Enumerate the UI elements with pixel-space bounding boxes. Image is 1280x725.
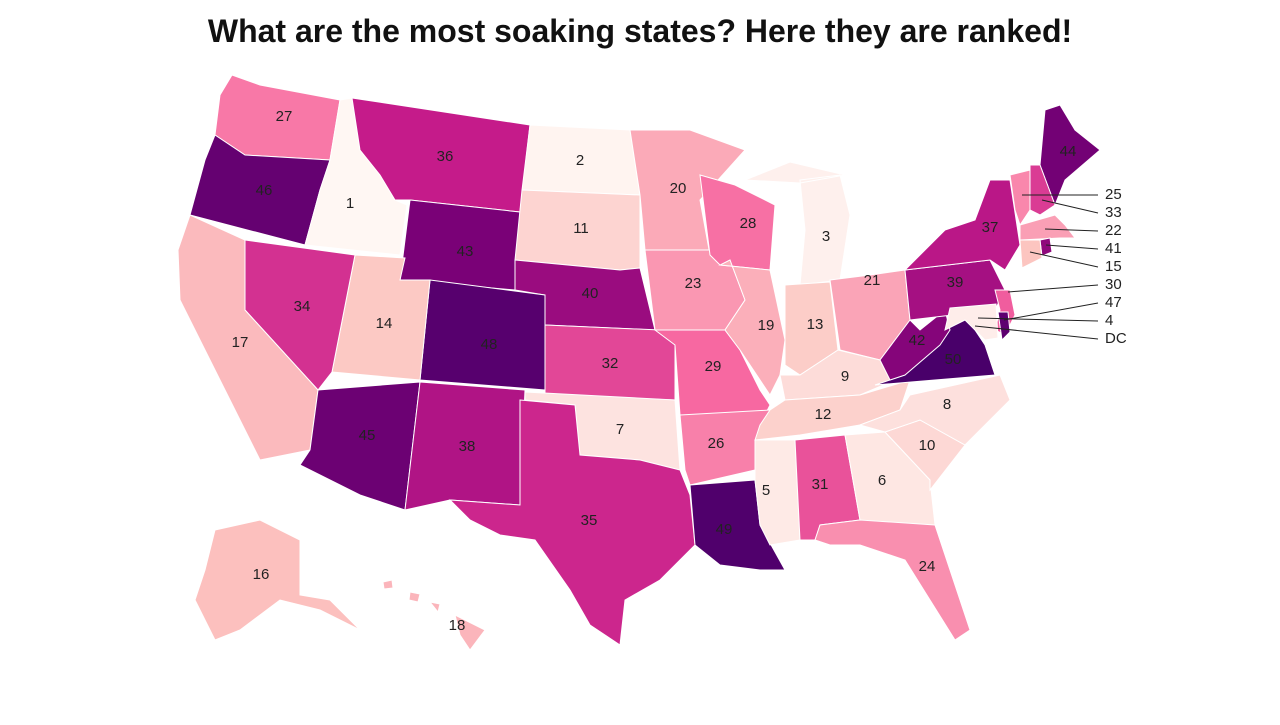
state-label: 22 bbox=[1105, 222, 1122, 239]
dc-label: DC bbox=[1105, 330, 1127, 347]
state-label: 46 bbox=[256, 182, 273, 199]
callout-line bbox=[1003, 302, 1099, 321]
state bbox=[814, 519, 971, 641]
state-label: 14 bbox=[376, 315, 393, 332]
state-label: 29 bbox=[705, 358, 722, 375]
state-label: 4 bbox=[1105, 312, 1113, 329]
callout-line bbox=[1007, 284, 1099, 293]
state-label: 11 bbox=[573, 220, 589, 237]
state-label: 3 bbox=[822, 228, 830, 245]
state-label: 19 bbox=[758, 317, 775, 334]
state bbox=[944, 303, 999, 341]
state-label: 37 bbox=[982, 219, 999, 236]
state bbox=[177, 214, 319, 461]
state-label: 49 bbox=[716, 521, 733, 538]
state-label: 48 bbox=[481, 336, 498, 353]
state-label: 39 bbox=[947, 274, 964, 291]
state-label: 43 bbox=[457, 243, 474, 260]
state-label: 5 bbox=[762, 482, 770, 499]
state-label: 30 bbox=[1105, 276, 1122, 293]
state-label: 6 bbox=[878, 472, 886, 489]
state-label: 17 bbox=[232, 334, 249, 351]
state-label: 38 bbox=[459, 438, 476, 455]
state-label: 25 bbox=[1105, 186, 1122, 203]
state-label: 13 bbox=[807, 316, 824, 333]
state bbox=[1019, 214, 1077, 241]
state bbox=[382, 579, 486, 651]
state bbox=[299, 381, 421, 511]
callout-line bbox=[977, 317, 1099, 322]
state-label: 32 bbox=[602, 355, 619, 372]
state-label: 18 bbox=[449, 617, 466, 634]
state-label: 1 bbox=[346, 195, 354, 212]
state bbox=[194, 519, 361, 641]
state bbox=[448, 399, 696, 646]
state-label: 7 bbox=[616, 421, 624, 438]
state bbox=[679, 409, 771, 486]
state-label: 27 bbox=[276, 108, 293, 125]
state-label: 20 bbox=[670, 180, 687, 197]
state bbox=[544, 324, 676, 401]
state bbox=[1039, 104, 1101, 207]
state-label: 10 bbox=[919, 437, 936, 454]
state-label: 28 bbox=[740, 215, 757, 232]
state-label: 40 bbox=[582, 285, 599, 302]
state-label: 26 bbox=[708, 435, 725, 452]
state-label: 9 bbox=[841, 368, 849, 385]
state-label: 15 bbox=[1105, 258, 1122, 275]
callout-line bbox=[974, 325, 1099, 340]
state bbox=[699, 174, 776, 271]
callout-line bbox=[1041, 199, 1099, 214]
state-label: 41 bbox=[1105, 240, 1122, 257]
state-label: 44 bbox=[1060, 143, 1077, 160]
state bbox=[1029, 164, 1056, 216]
state bbox=[1019, 239, 1043, 269]
state bbox=[997, 311, 1011, 342]
state-label: 34 bbox=[294, 298, 311, 315]
state bbox=[903, 179, 1021, 271]
state-label: 8 bbox=[943, 396, 951, 413]
callout-line bbox=[1029, 251, 1099, 268]
callout-line bbox=[1044, 228, 1099, 232]
state-label: 23 bbox=[685, 275, 702, 292]
state-label: 12 bbox=[815, 406, 832, 423]
state-label: 31 bbox=[812, 476, 829, 493]
state-label: 21 bbox=[864, 272, 881, 289]
state bbox=[1009, 169, 1031, 227]
state-label: 2 bbox=[576, 152, 584, 169]
state-label: 47 bbox=[1105, 294, 1122, 311]
states bbox=[177, 74, 1101, 651]
state-label: 33 bbox=[1105, 204, 1122, 221]
state-label: 24 bbox=[919, 558, 936, 575]
state-labels: 2746136432114048143417453832735202329264… bbox=[232, 108, 1127, 634]
state-label: 50 bbox=[945, 351, 962, 368]
state bbox=[858, 374, 1011, 446]
title: What are the most soaking states? Here t… bbox=[208, 13, 1072, 49]
state bbox=[629, 129, 746, 256]
state bbox=[718, 259, 786, 396]
state-label: 45 bbox=[359, 427, 376, 444]
state bbox=[754, 379, 911, 441]
state-label: 36 bbox=[437, 148, 454, 165]
state-label: 16 bbox=[253, 566, 270, 583]
state-label: 42 bbox=[909, 332, 926, 349]
callout-line bbox=[1045, 244, 1099, 250]
state-label: 35 bbox=[581, 512, 598, 529]
